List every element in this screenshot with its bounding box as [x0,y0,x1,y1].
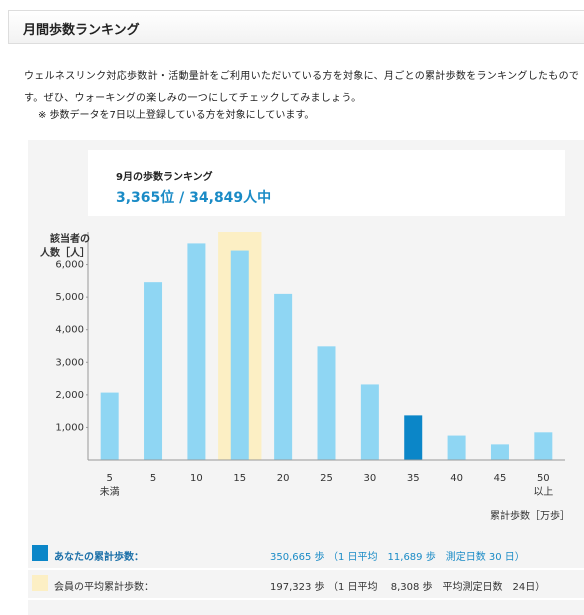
legend-swatch [32,545,48,561]
bar [490,444,509,460]
bar [144,282,163,460]
bar [404,415,423,460]
bar [230,250,249,460]
x-tick-label: 25 [320,473,333,484]
legend-swatch [32,575,48,591]
legend-label: あなたの累計歩数： [54,552,144,563]
y-tick-label: 4,000 [55,325,84,336]
legend-label: 会員の平均累計歩数： [54,582,154,593]
chart: 1,000 2,000 3,000 4,000 5,000 6,000 [55,232,565,461]
x-tick-label: 5 未満 [99,473,120,498]
bar [447,435,466,460]
ranking-label: 9月の歩数ランキング [116,172,213,183]
legend-detail: （1 日平均 11,689 歩 測定日数 30 日） [328,552,525,563]
x-tick-label: 35 [406,473,420,484]
ranking-box [88,150,565,216]
legend-value: 197,323 歩 [270,582,325,593]
x-axis-title: 累計歩数［万歩］ [490,511,570,522]
header: 月間歩数ランキング [8,10,584,44]
y-tick-label: 1,000 [55,422,84,433]
description: ウェルネスリンク対応歩数計・活動量計をご利用いただいている方を対象に、月ごとの累… [24,71,580,104]
y-tick-label: 6,000 [55,260,84,271]
bar [534,432,553,460]
bar [360,384,379,460]
y-axis-title: 該当者の 人数［人］ [40,234,90,259]
bar [317,346,336,460]
page-title: 月間歩数ランキング [23,23,140,38]
legend-detail: （1 日平均 8,308 歩 平均測定日数 24日） [328,582,546,593]
y-tick-label: 5,000 [55,292,84,303]
bar [100,392,119,460]
x-tick-label: 50 以上 [533,473,554,498]
x-tick-label: 40 [450,473,463,484]
x-tick-label: 45 [493,473,507,484]
legend-value: 350,665 歩 [270,552,325,563]
note: ※ 歩数データを7日以上登録している方を対象にしています。 [38,110,315,121]
bar [274,293,293,460]
y-tick-label: 3,000 [55,357,84,368]
x-tick-label: 15 [233,473,247,484]
x-tick-label: 5 [149,473,157,484]
x-tick-label: 10 [190,473,203,484]
legend-row: あなたの累計歩数： 350,665 歩（1 日平均 11,689 歩 測定日数 3… [28,540,584,570]
x-tick-label: 20 [276,473,290,484]
y-tick-label: 2,000 [55,390,84,401]
x-tick-label: 30 [363,473,377,484]
chart-panel [28,140,584,615]
bar [187,243,206,460]
legend-row: 会員の平均累計歩数： 197,323 歩（1 日平均 8,308 歩 平均測定日数… [28,570,584,600]
ranking-value: 3,365位 / 34,849人中 [116,190,272,206]
